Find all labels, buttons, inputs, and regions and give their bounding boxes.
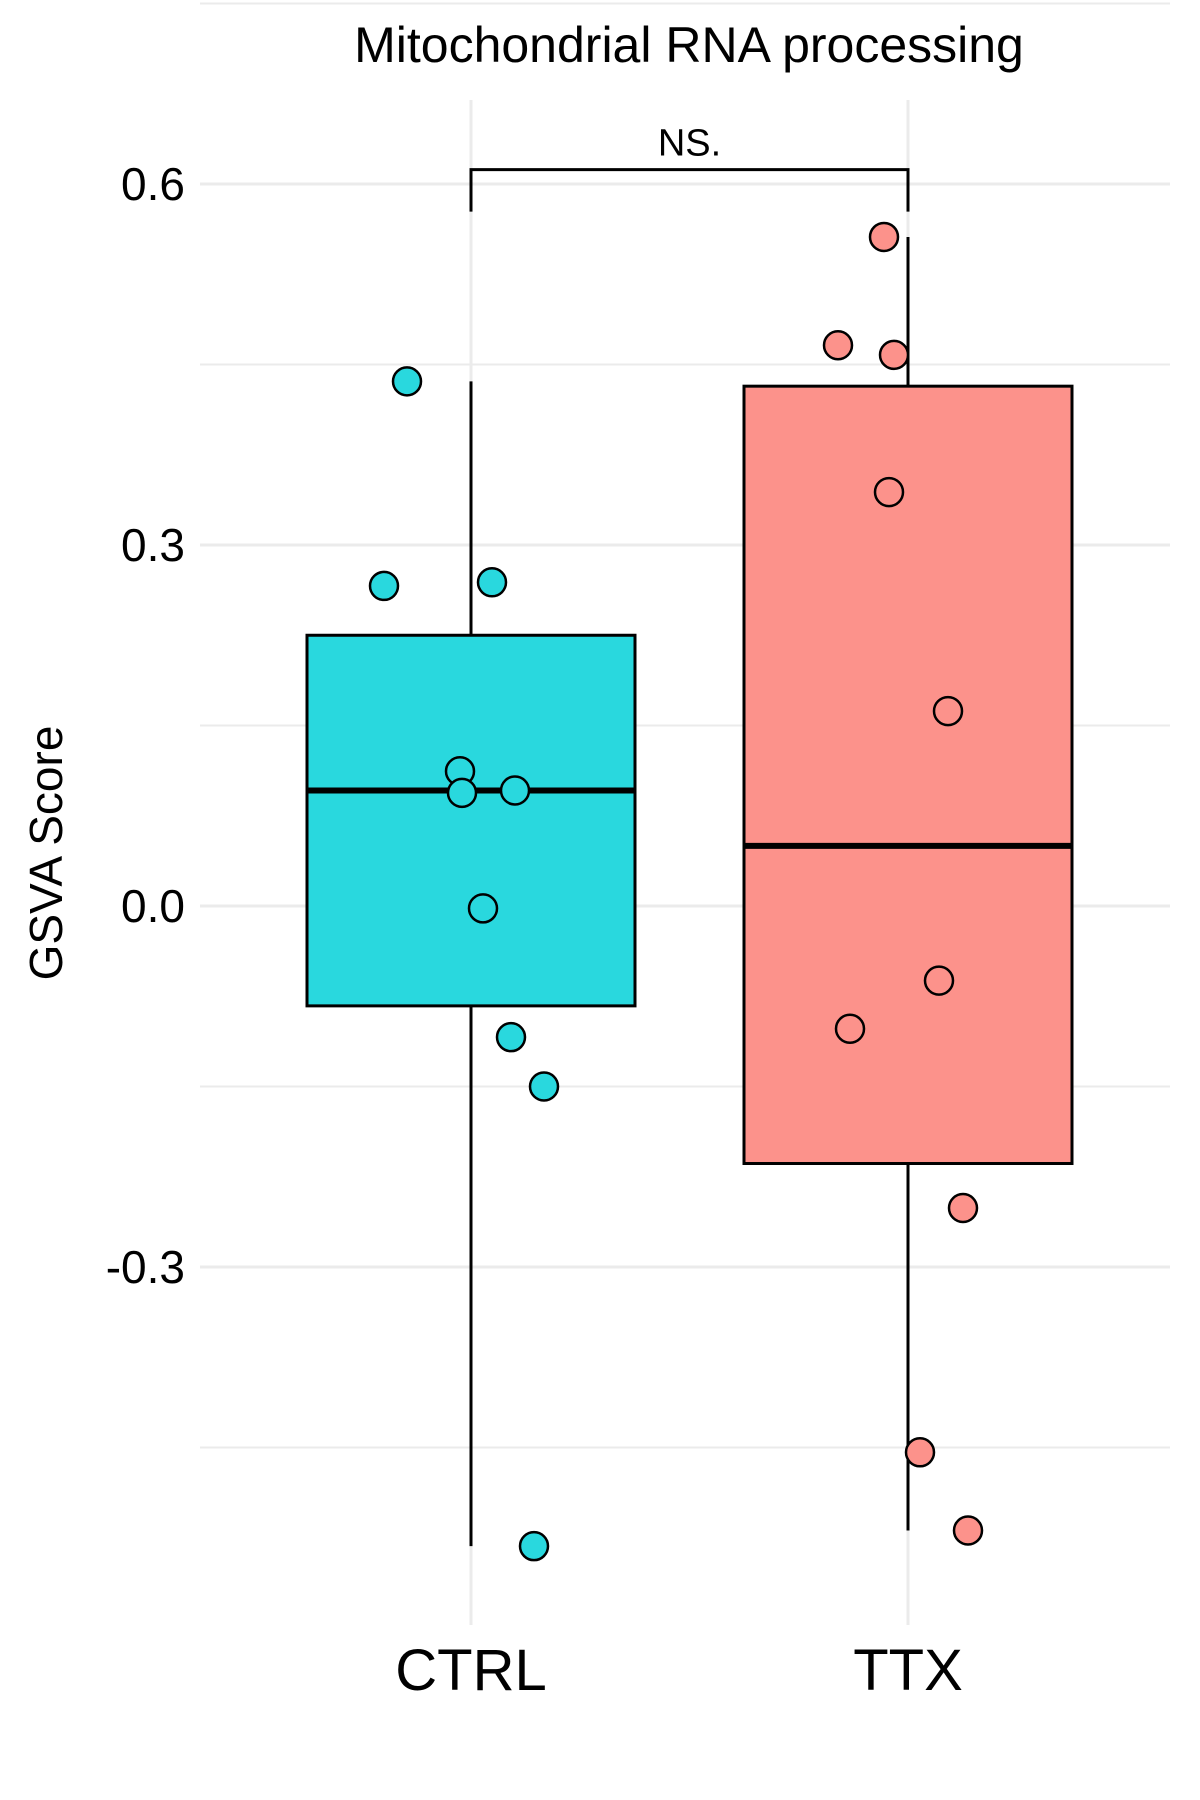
data-point — [868, 221, 900, 253]
y-tick-label: 0.0 — [121, 880, 185, 932]
bracket-line — [469, 168, 910, 212]
y-tick-label: 0.6 — [121, 158, 185, 210]
data-point — [467, 893, 499, 924]
data-point — [904, 1437, 936, 1468]
data-point — [923, 965, 955, 996]
boxes — [305, 236, 1074, 1547]
data-point — [878, 339, 910, 371]
data-point — [476, 567, 508, 598]
x-tick-label: CTRL — [395, 1638, 546, 1703]
data-points — [368, 221, 984, 1562]
y-axis: -0.3 0.0 0.3 0.6 — [106, 158, 185, 1293]
data-point — [822, 330, 854, 361]
x-tick-label: TTX — [853, 1638, 963, 1703]
box-ctrl — [305, 633, 637, 1008]
data-point — [952, 1515, 984, 1546]
data-point — [368, 570, 400, 602]
significance-label: NS. — [658, 123, 721, 165]
significance-bracket: NS. — [469, 123, 910, 212]
data-point — [528, 1071, 560, 1102]
data-point — [947, 1192, 979, 1224]
box-ttx — [742, 384, 1074, 1166]
data-point — [932, 695, 964, 727]
data-point — [873, 476, 905, 508]
x-axis: CTRL TTX — [395, 1638, 963, 1703]
y-tick-label: 0.3 — [121, 519, 185, 571]
data-point — [518, 1530, 550, 1562]
y-tick-label: -0.3 — [106, 1241, 185, 1293]
data-point — [391, 366, 423, 397]
y-axis-label: GSVA Score — [20, 726, 72, 981]
data-point — [499, 775, 531, 806]
data-point — [495, 1021, 527, 1053]
data-point — [446, 777, 478, 809]
chart-title: Mitochondrial RNA processing — [354, 17, 1024, 73]
data-point — [834, 1013, 866, 1044]
